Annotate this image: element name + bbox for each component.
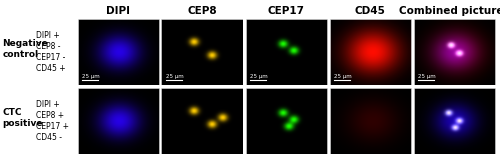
Text: 25 μm: 25 μm [166,74,184,79]
Text: 25 μm: 25 μm [418,74,436,79]
Text: CD45: CD45 [355,6,386,16]
Text: DIPI +
CEP8 -
CEP17 -
CD45 +: DIPI + CEP8 - CEP17 - CD45 + [36,31,66,73]
Text: DIPI: DIPI [106,6,130,16]
Text: 25 μm: 25 μm [334,74,351,79]
Text: CEP17: CEP17 [268,6,305,16]
Text: Negative
control: Negative control [2,39,48,59]
Text: CEP8: CEP8 [188,6,217,16]
Text: DIPI +
CEP8 +
CEP17 +
CD45 -: DIPI + CEP8 + CEP17 + CD45 - [36,100,69,142]
Text: 25 μm: 25 μm [250,74,268,79]
Text: CTC
positive: CTC positive [2,108,43,128]
Text: 25 μm: 25 μm [82,74,100,79]
Text: Combined pictures: Combined pictures [399,6,500,16]
